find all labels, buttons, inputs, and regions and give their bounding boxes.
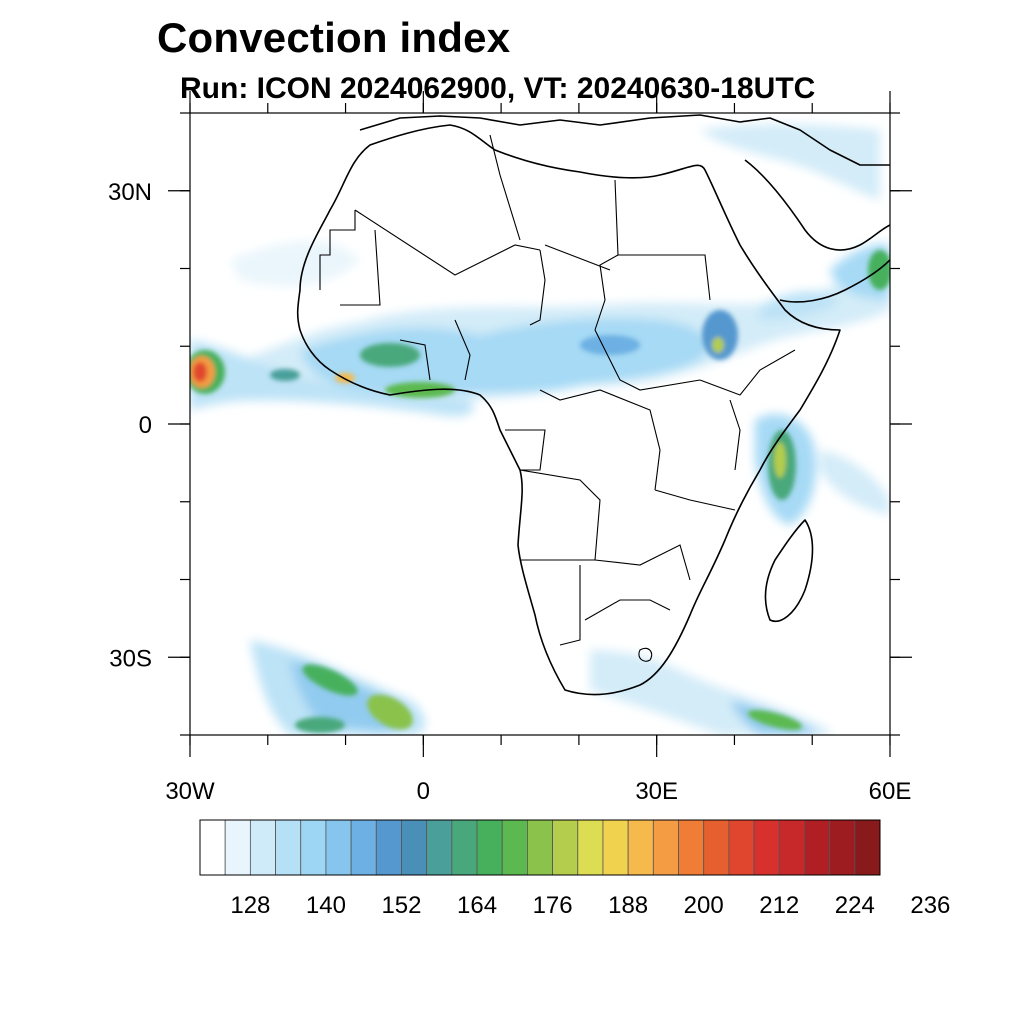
madagascar-coastline <box>764 519 814 622</box>
arabia-coastline <box>744 159 890 303</box>
border-line <box>539 389 661 491</box>
colorbar-swatch <box>728 819 755 876</box>
axis-ticks: 30W 0 30E 60E 30N 0 30S <box>108 91 912 805</box>
colorbar-swatch <box>627 819 654 876</box>
border-line <box>454 319 471 381</box>
africa-coastline <box>296 124 841 696</box>
border-line <box>594 544 691 581</box>
colorbar-swatch <box>350 819 377 876</box>
colorbar-swatch <box>602 819 629 876</box>
gulf-of-aden-convection <box>760 290 840 320</box>
border-line <box>354 209 541 276</box>
colorbar-swatch <box>804 819 831 876</box>
mediterranean-coast <box>359 114 890 166</box>
colorbar-swatch <box>829 819 856 876</box>
guinea-core <box>360 343 420 367</box>
border-line <box>594 329 701 391</box>
colorbar-label: 224 <box>835 892 875 919</box>
lon-tick-label: 60E <box>869 778 912 805</box>
colorbar-swatch <box>249 819 276 876</box>
colorbar-label: 128 <box>230 892 270 919</box>
lon-tick-label: 30E <box>635 778 678 805</box>
border-line <box>319 210 356 290</box>
colorbar-swatch <box>577 819 604 876</box>
chart-title: Convection index <box>157 14 511 61</box>
colorbar-swatch <box>426 819 453 876</box>
chart-subtitle: Run: ICON 2024062900, VT: 20240630-18UTC <box>180 72 816 105</box>
south-atlantic-core-1 <box>302 664 358 696</box>
border-line <box>529 249 546 326</box>
lon-tick-label: 0 <box>417 778 430 805</box>
colorbar-swatch <box>476 819 503 876</box>
colorbar-swatch <box>854 819 881 876</box>
colorbar-swatch <box>275 819 302 876</box>
lon-tick-label: 30W <box>165 778 215 805</box>
lat-tick-label: 30N <box>108 179 152 206</box>
border-line <box>505 429 546 471</box>
south-atlantic-core-3 <box>295 717 345 733</box>
border-line <box>399 339 431 381</box>
east-indian-ocean-convection <box>820 450 890 515</box>
country-borders <box>319 134 796 662</box>
colorbar-swatch <box>778 819 805 876</box>
coastlines <box>296 114 890 696</box>
colorbar-outline <box>199 819 881 876</box>
colorbar-swatch <box>451 819 478 876</box>
border-line <box>618 254 711 301</box>
colorbar-label: 176 <box>533 892 573 919</box>
colorbar-swatch <box>199 819 226 876</box>
colorbar-swatch <box>375 819 402 876</box>
border-line <box>489 134 521 241</box>
border-line <box>729 399 741 471</box>
lat-tick-label: 30S <box>109 645 152 672</box>
colorbar-swatch <box>527 819 553 876</box>
east-coast-core-warm <box>774 442 786 478</box>
colorbar-label: 200 <box>684 892 724 919</box>
south-indian-core <box>747 710 803 730</box>
colorbar-label: 236 <box>910 892 950 919</box>
atlantic-itcz <box>190 340 474 417</box>
border-line <box>654 489 736 511</box>
lat-tick-label: 0 <box>139 412 152 439</box>
west-atlantic-core-hot <box>193 362 207 382</box>
border-line <box>584 599 671 621</box>
colorbar-swatch <box>501 819 528 876</box>
colorbar-label: 212 <box>759 892 799 919</box>
colorbar-swatch <box>325 819 352 876</box>
colorbar-label: 188 <box>608 892 648 919</box>
ethiopia-core <box>702 310 738 360</box>
convection-field <box>190 124 890 735</box>
mediterranean-convection <box>700 124 880 200</box>
border-line <box>699 349 796 396</box>
colorbar-swatch <box>300 819 327 876</box>
north-africa-convection <box>230 241 360 286</box>
colorbar-label: 152 <box>381 892 421 919</box>
colorbar-swatch <box>753 819 780 876</box>
colorbar-label: 164 <box>457 892 497 919</box>
colorbar-swatch <box>678 819 705 876</box>
colorbar-swatch <box>703 819 730 876</box>
border-line <box>559 565 581 646</box>
ethiopia-core-warm <box>712 337 724 353</box>
colorbar-swatch <box>552 819 579 876</box>
colorbar-swatch <box>401 819 428 876</box>
sudan-core <box>580 335 640 355</box>
border-line <box>519 469 601 561</box>
colorbar-label: 140 <box>306 892 346 919</box>
border-line <box>638 647 653 662</box>
border-line <box>544 244 611 271</box>
colorbar-swatch <box>652 819 679 876</box>
ocean-core <box>270 369 300 381</box>
border-line <box>594 179 619 331</box>
colorbar-swatch <box>224 819 251 876</box>
border-line <box>340 229 381 306</box>
colorbar: 128 140 152 164 176 188 200 212 224 236 <box>199 819 950 919</box>
south-atlantic-core-2 <box>367 694 413 730</box>
arabia-core <box>868 250 890 290</box>
